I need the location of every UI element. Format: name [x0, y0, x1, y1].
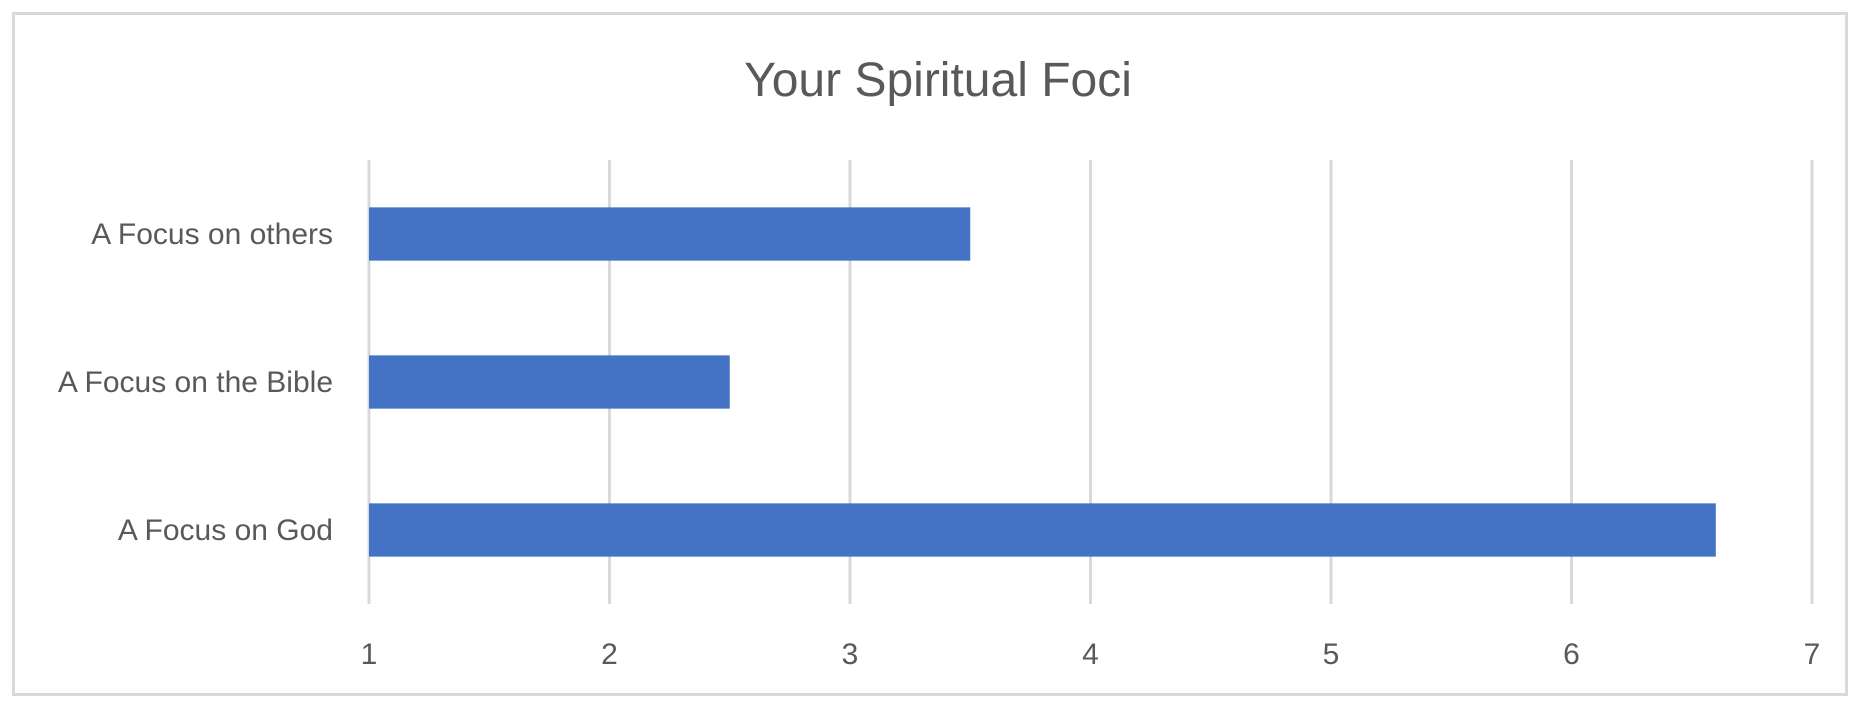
category-label: A Focus on God — [118, 514, 333, 547]
chart-title: Your Spiritual Foci — [744, 54, 1132, 107]
bar — [369, 207, 971, 261]
x-tick-label: 6 — [1563, 638, 1580, 671]
x-tick-label: 1 — [361, 638, 378, 671]
x-axis-tick-labels: 1 2 3 4 5 6 7 — [361, 638, 1821, 671]
category-labels: A Focus on others A Focus on the Bible A F… — [58, 218, 333, 547]
x-tick-label: 7 — [1804, 638, 1821, 671]
bar — [369, 355, 730, 409]
category-label: A Focus on others — [91, 218, 333, 251]
bars — [369, 207, 1716, 557]
x-tick-label: 4 — [1082, 638, 1099, 671]
bar — [369, 503, 1716, 557]
x-tick-label: 2 — [601, 638, 618, 671]
x-tick-label: 5 — [1323, 638, 1340, 671]
chart-frame — [12, 12, 1848, 696]
category-label: A Focus on the Bible — [58, 366, 333, 399]
x-tick-label: 3 — [842, 638, 859, 671]
